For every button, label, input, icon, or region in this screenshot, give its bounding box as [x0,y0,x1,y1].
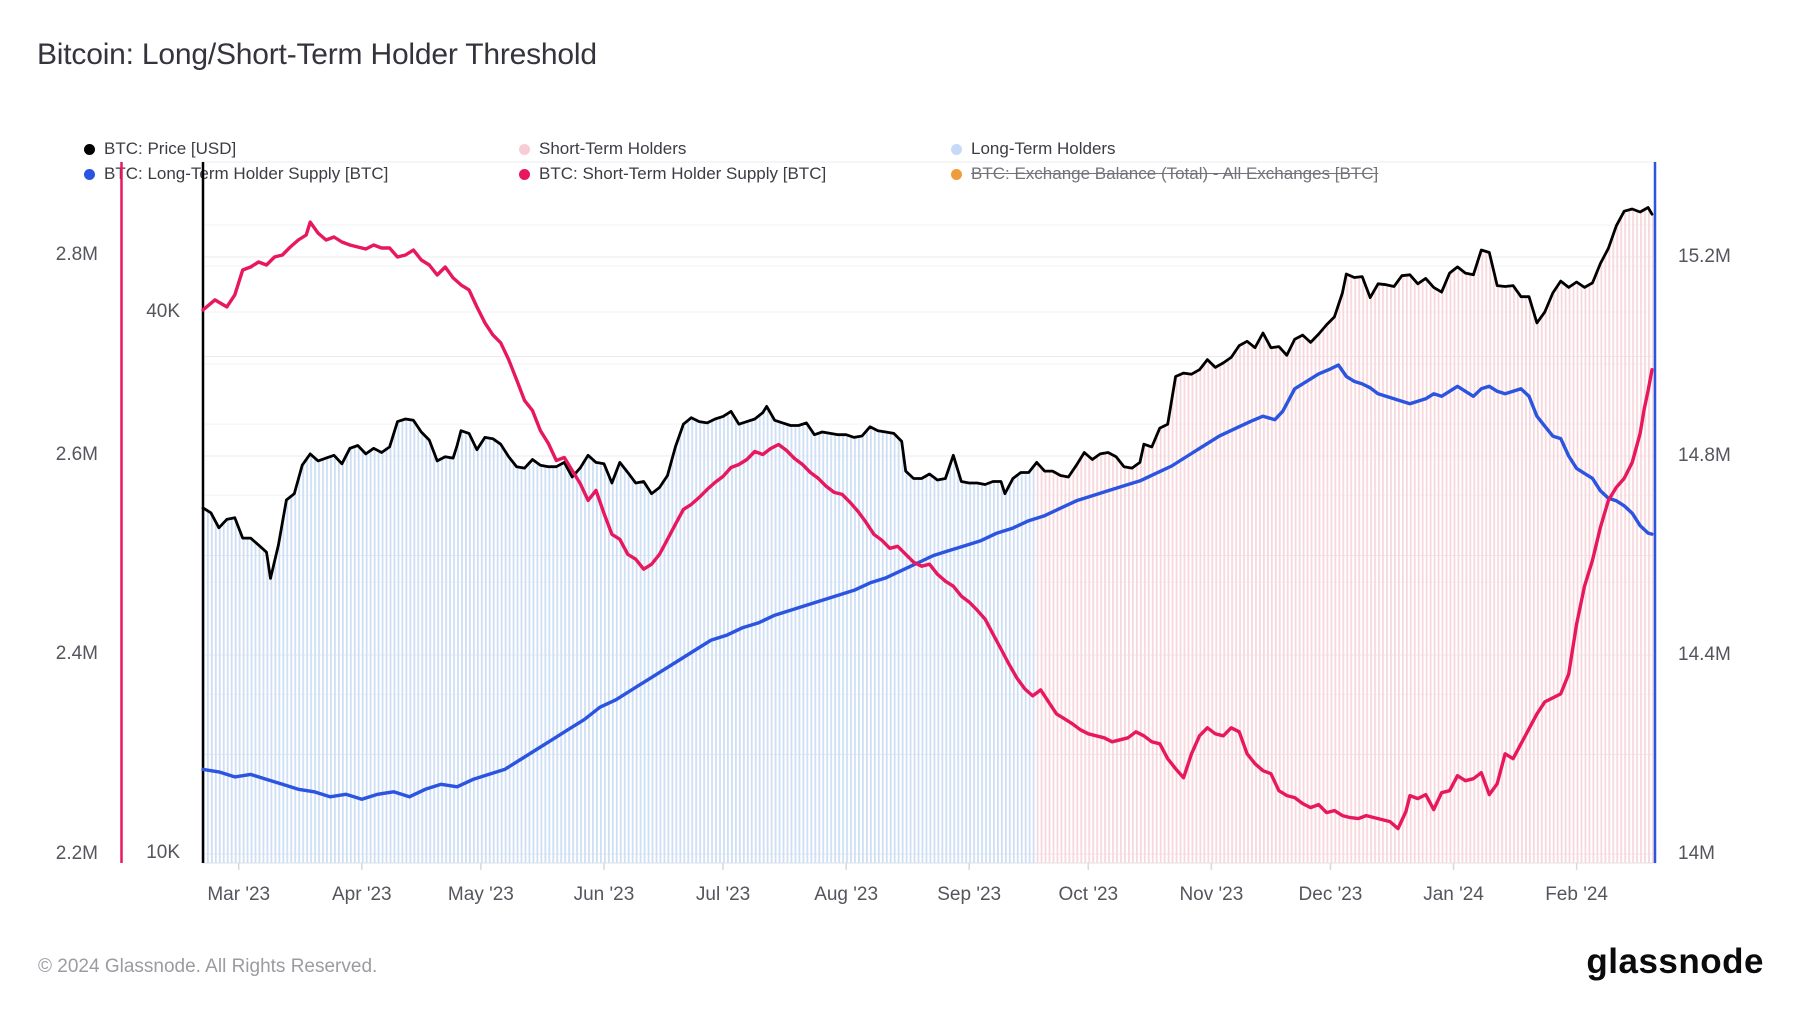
x-tick-month: May '23 [447,884,514,905]
legend-label: BTC: Price [USD] [104,139,237,158]
legend-item-short-term-holders[interactable]: Short-Term Holders [519,139,686,159]
y-tick-lth-supply: 14.4M [1678,644,1731,665]
legend-item-exchange-balance[interactable]: BTC: Exchange Balance (Total) - All Exch… [951,164,1378,184]
legend-label: Long-Term Holders [971,139,1116,158]
y-tick-lth-supply: 15.2M [1678,246,1731,267]
y-tick-sth-supply: 2.6M [55,443,98,465]
price-legend-dot-icon [84,143,95,155]
footer-copyright: © 2024 Glassnode. All Rights Reserved. [38,956,378,977]
legend-item-btc-price[interactable]: BTC: Price [USD] [84,139,236,159]
x-tick-month: Mar '23 [207,884,271,905]
x-tick-month: Nov '23 [1179,884,1244,905]
x-tick-month: Sep '23 [937,884,1002,905]
y-tick-price: 10K [146,841,180,863]
legend-label: BTC: Short-Term Holder Supply [BTC] [539,164,827,183]
legend-label: Short-Term Holders [539,139,687,158]
legend-label: BTC: Exchange Balance (Total) - All Exch… [971,164,1379,183]
lth-supply-legend-dot-icon [84,168,95,180]
glassnode-logo: glassnode [1586,942,1764,981]
x-tick-month: Feb '24 [1545,884,1608,905]
sth-supply-legend-dot-icon [519,168,530,180]
y-tick-sth-supply: 2.8M [55,244,98,265]
lth-region-legend-dot-icon [951,143,962,155]
legend-item-lth-supply[interactable]: BTC: Long-Term Holder Supply [BTC] [84,164,388,184]
x-tick-month: Jun '23 [573,884,635,905]
x-tick-month: Aug '23 [814,884,879,905]
x-tick-month: Oct '23 [1058,884,1119,905]
x-tick-month: Apr '23 [331,884,392,905]
legend-label: BTC: Long-Term Holder Supply [BTC] [104,164,389,183]
y-tick-lth-supply: 14.8M [1678,445,1731,466]
x-tick-month: Dec '23 [1298,884,1363,905]
page-title: Bitcoin: Long/Short-Term Holder Threshol… [37,38,597,71]
exchange-balance-legend-dot-icon [951,168,962,180]
y-tick-lth-supply: 14M [1678,843,1715,864]
x-tick-month: Jul '23 [695,884,751,905]
sth-region-legend-dot-icon [519,143,530,155]
y-tick-price: 40K [146,301,180,322]
x-tick-month: Jan '24 [1423,884,1484,905]
y-tick-sth-supply: 2.4M [55,643,98,664]
legend-item-long-term-holders[interactable]: Long-Term Holders [951,139,1116,159]
legend-item-sth-supply[interactable]: BTC: Short-Term Holder Supply [BTC] [519,164,826,184]
y-tick-sth-supply: 2.2M [55,842,98,864]
